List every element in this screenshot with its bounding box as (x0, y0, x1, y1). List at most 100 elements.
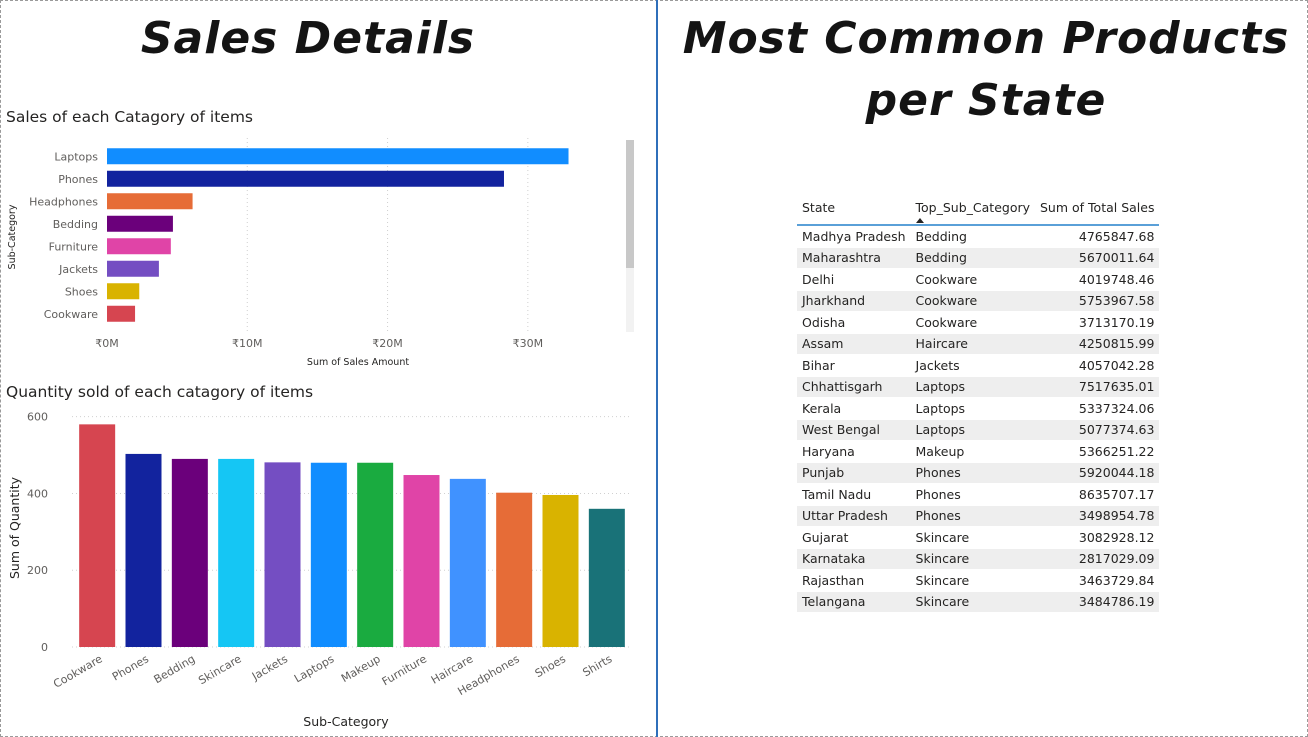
cell-state: Jharkhand (797, 290, 911, 312)
x-category-label: Bedding (152, 652, 198, 686)
y-category-label: Cookware (44, 308, 99, 321)
cell-top-sub-category: Phones (910, 505, 1035, 527)
table-row[interactable]: Jharkhand Cookware 5753967.58 (797, 290, 1160, 312)
column-shoes[interactable] (542, 494, 579, 647)
table-row[interactable]: Tamil Nadu Phones 8635707.17 (797, 483, 1160, 506)
cell-top-sub-category: Cookware (910, 290, 1035, 312)
bar-headphones[interactable] (107, 193, 193, 210)
table-row[interactable]: Assam Haircare 4250815.99 (797, 333, 1160, 355)
column-header-state[interactable]: State (797, 196, 911, 226)
column-header-top-sub-category[interactable]: Top_Sub_Category (910, 196, 1035, 226)
cell-top-sub-category: Cookware (910, 268, 1035, 291)
column-shirts[interactable] (588, 508, 625, 647)
cell-state: Assam (797, 333, 911, 355)
cell-top-sub-category: Skincare (910, 569, 1035, 592)
cell-top-sub-category: Skincare (910, 591, 1035, 613)
cell-sum-of-total-sales: 5753967.58 (1035, 290, 1160, 312)
sort-ascending-icon (915, 218, 924, 223)
table-row[interactable]: Odisha Cookware 3713170.19 (797, 311, 1160, 334)
cell-top-sub-category: Laptops (910, 376, 1035, 398)
y-tick-label: 200 (27, 564, 48, 577)
column-header-sum-of-total-sales[interactable]: Sum of Total Sales (1035, 196, 1160, 226)
bar-furniture[interactable] (107, 238, 171, 255)
cell-sum-of-total-sales: 3713170.19 (1035, 311, 1160, 334)
cell-state: Telangana (797, 591, 911, 613)
column-laptops[interactable] (310, 462, 347, 647)
column-header-top-sub-category-label: Top_Sub_Category (915, 200, 1030, 215)
cell-state: West Bengal (797, 419, 911, 441)
top-products-per-state-table[interactable]: State Top_Sub_Category Sum of Total Sale… (797, 196, 1160, 613)
table-row[interactable]: Madhya Pradesh Bedding 4765847.68 (797, 225, 1160, 248)
column-cookware[interactable] (79, 424, 116, 647)
cell-state: Kerala (797, 397, 911, 420)
cell-top-sub-category: Skincare (910, 548, 1035, 570)
y-axis-title: Sub-Category (7, 204, 18, 269)
cell-sum-of-total-sales: 5920044.18 (1035, 462, 1160, 484)
panel-divider (656, 0, 658, 737)
table-row[interactable]: West Bengal Laptops 5077374.63 (797, 419, 1160, 441)
cell-sum-of-total-sales: 4057042.28 (1035, 354, 1160, 377)
y-category-label: Bedding (53, 218, 98, 231)
column-haircare[interactable] (449, 478, 486, 647)
bar-laptops[interactable] (107, 148, 569, 165)
table-row[interactable]: Punjab Phones 5920044.18 (797, 462, 1160, 484)
scrollbar-thumb[interactable] (626, 140, 634, 268)
x-tick-label: ₹30M (513, 337, 544, 350)
cell-sum-of-total-sales: 5366251.22 (1035, 440, 1160, 463)
table-row[interactable]: Chhattisgarh Laptops 7517635.01 (797, 376, 1160, 398)
bar-bedding[interactable] (107, 215, 173, 232)
column-furniture[interactable] (403, 475, 440, 647)
table-row[interactable]: Telangana Skincare 3484786.19 (797, 591, 1160, 613)
cell-top-sub-category: Laptops (910, 397, 1035, 420)
y-category-label: Laptops (54, 150, 98, 163)
cell-sum-of-total-sales: 5337324.06 (1035, 397, 1160, 420)
bar-cookware[interactable] (107, 305, 136, 322)
bar-jackets[interactable] (107, 260, 159, 277)
column-headphones[interactable] (496, 492, 533, 647)
x-category-label: Laptops (292, 652, 336, 685)
sales-by-category-bar-chart[interactable]: ₹0M ₹10M ₹20M ₹30M Laptops Phones Headphones Be… (0, 130, 640, 376)
table-row[interactable]: Uttar Pradesh Phones 3498954.78 (797, 505, 1160, 527)
table-row[interactable]: Delhi Cookware 4019748.46 (797, 268, 1160, 291)
bar-phones[interactable] (107, 170, 504, 187)
table-row[interactable]: Bihar Jackets 4057042.28 (797, 354, 1160, 377)
most-common-products-title: Most Common Products per State (682, 13, 1290, 126)
cell-sum-of-total-sales: 3463729.84 (1035, 569, 1160, 592)
column-bedding[interactable] (171, 458, 208, 647)
x-category-label: Furniture (380, 652, 429, 688)
x-tick-label: ₹20M (372, 337, 403, 350)
table-row[interactable]: Maharashtra Bedding 5670011.64 (797, 247, 1160, 269)
y-category-label: Jackets (58, 263, 98, 276)
cell-sum-of-total-sales: 5670011.64 (1035, 247, 1160, 269)
table-row[interactable]: Karnataka Skincare 2817029.09 (797, 548, 1160, 570)
column-skincare[interactable] (218, 458, 255, 647)
cell-top-sub-category: Bedding (910, 247, 1035, 269)
cell-state: Delhi (797, 268, 911, 291)
bar-shoes[interactable] (107, 283, 140, 300)
x-category-label: Shirts (580, 652, 614, 679)
cell-sum-of-total-sales: 3484786.19 (1035, 591, 1160, 613)
cell-state: Haryana (797, 440, 911, 463)
column-jackets[interactable] (264, 462, 301, 647)
x-category-label: Shoes (533, 652, 568, 680)
cell-top-sub-category: Cookware (910, 311, 1035, 334)
table-row[interactable]: Gujarat Skincare 3082928.12 (797, 526, 1160, 549)
x-category-label: Phones (110, 652, 151, 683)
x-category-label: Jackets (249, 652, 290, 683)
y-category-label: Phones (58, 173, 98, 186)
table-row[interactable]: Rajasthan Skincare 3463729.84 (797, 569, 1160, 592)
cell-state: Punjab (797, 462, 911, 484)
column-makeup[interactable] (357, 462, 394, 647)
cell-top-sub-category: Bedding (910, 225, 1035, 248)
table-row[interactable]: Kerala Laptops 5337324.06 (797, 397, 1160, 420)
cell-state: Odisha (797, 311, 911, 334)
column-phones[interactable] (125, 453, 162, 647)
quantity-chart-title: Quantity sold of each catagory of items (6, 383, 314, 401)
sales-chart-title: Sales of each Catagory of items (6, 108, 254, 126)
table-row[interactable]: Haryana Makeup 5366251.22 (797, 440, 1160, 463)
cell-sum-of-total-sales: 4250815.99 (1035, 333, 1160, 355)
cell-state: Tamil Nadu (797, 483, 911, 506)
cell-top-sub-category: Phones (910, 462, 1035, 484)
y-category-label: Furniture (49, 240, 99, 253)
